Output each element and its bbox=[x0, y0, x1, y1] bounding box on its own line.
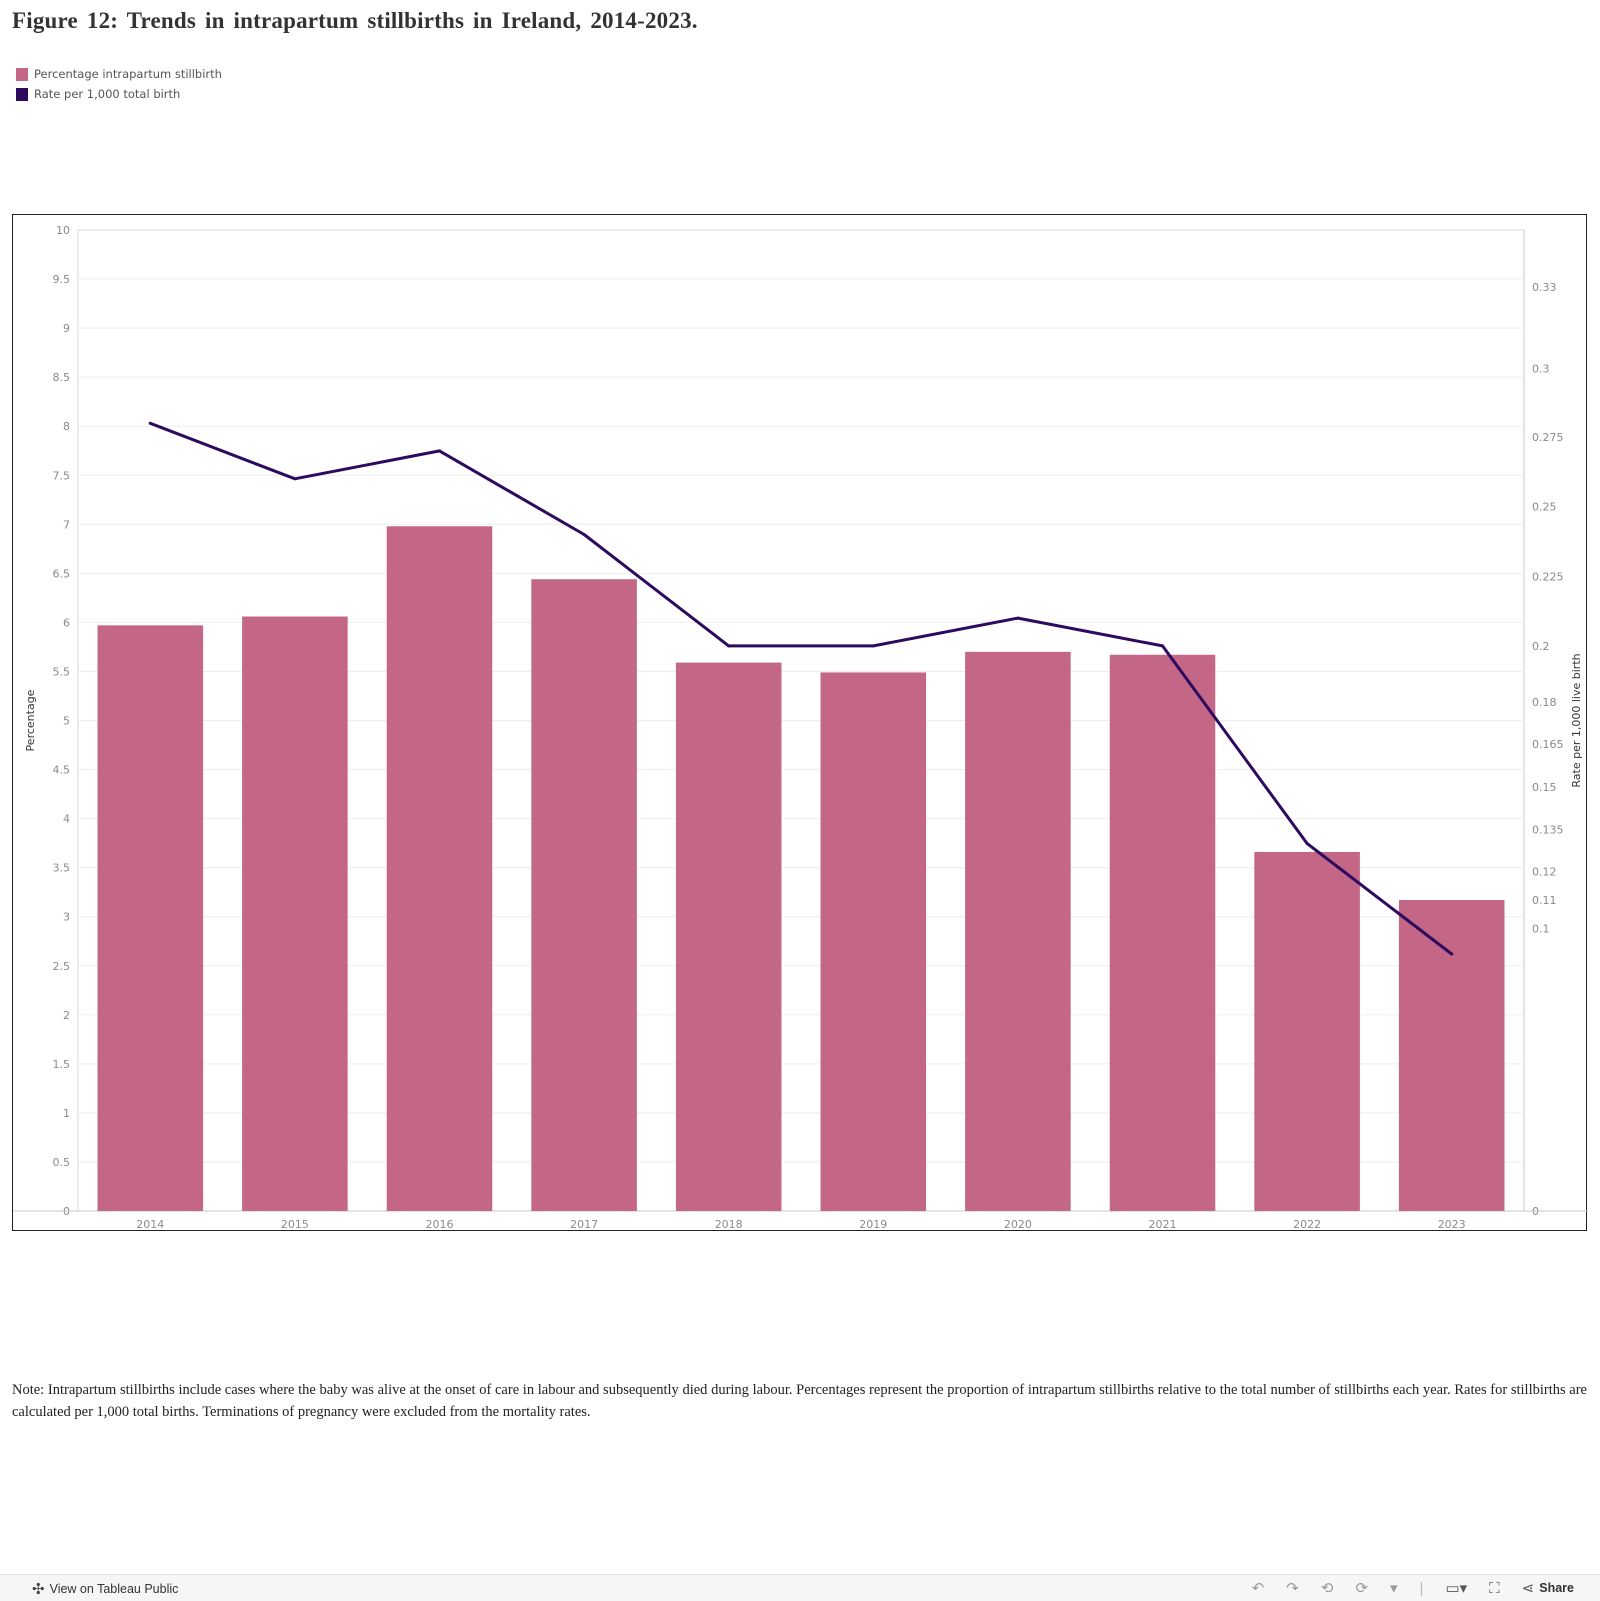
y-tick-label: 5 bbox=[63, 715, 70, 728]
legend-swatch-percentage bbox=[16, 67, 28, 81]
x-tick-label: 2014 bbox=[136, 1218, 164, 1231]
y-tick-label: 10 bbox=[56, 224, 70, 237]
y-tick-label: 3 bbox=[63, 911, 70, 924]
bar-2019 bbox=[820, 672, 927, 1211]
bar-2015 bbox=[242, 616, 348, 1211]
y-tick-label: 9.5 bbox=[53, 273, 71, 286]
y2-tick-label: 0.12 bbox=[1532, 866, 1557, 879]
y-tick-label: 4.5 bbox=[53, 764, 71, 777]
y2-tick-label: 0.33 bbox=[1532, 281, 1557, 294]
rate-point-2016 bbox=[438, 449, 441, 453]
x-tick-label: 2020 bbox=[1004, 1218, 1032, 1231]
chart-svg: 00.511.522.533.544.555.566.577.588.599.5… bbox=[13, 224, 1588, 1231]
y-tick-label: 3.5 bbox=[53, 862, 71, 875]
revert-icon[interactable]: ⟲ bbox=[1320, 1580, 1334, 1597]
toolbar-divider: | bbox=[1419, 1579, 1424, 1597]
y2-tick-label: 0.18 bbox=[1532, 696, 1557, 709]
rate-point-2015 bbox=[293, 477, 297, 481]
rate-line bbox=[148, 421, 1454, 956]
y-tick-label: 7 bbox=[63, 518, 70, 531]
y2-tick-label: 0.3 bbox=[1532, 362, 1550, 375]
rate-point-2018 bbox=[727, 644, 731, 648]
y-tick-label: 9 bbox=[63, 322, 70, 335]
rate-point-2022 bbox=[1305, 841, 1309, 845]
y2-axis-title: Rate per 1,000 live birth bbox=[1570, 653, 1583, 787]
y-tick-label: 1.5 bbox=[53, 1058, 71, 1071]
redo-icon[interactable]: ↷ bbox=[1286, 1580, 1299, 1597]
legend-label-rate: Rate per 1,000 total birth bbox=[34, 87, 181, 101]
y2-tick-label: 0.25 bbox=[1532, 501, 1557, 514]
bar-2018 bbox=[675, 662, 782, 1211]
y-tick-label: 0.5 bbox=[53, 1156, 71, 1169]
rate-point-2020 bbox=[1016, 616, 1020, 620]
share-icon: ⋖ bbox=[1521, 1580, 1535, 1597]
y2-tick-label: 0.165 bbox=[1532, 738, 1564, 751]
x-tick-label: 2016 bbox=[426, 1218, 454, 1231]
y-tick-label: 6.5 bbox=[53, 567, 71, 580]
rate-point-2023 bbox=[1450, 952, 1454, 956]
y2-tick-label: 0.11 bbox=[1532, 894, 1557, 907]
x-tick-label: 2023 bbox=[1438, 1218, 1466, 1231]
tableau-footer: ✣ View on Tableau Public ↶ ↷ ⟲ ⟳ ▾ | ▭▾ … bbox=[0, 1574, 1600, 1601]
share-label: Share bbox=[1539, 1581, 1574, 1595]
y-tick-label: 2 bbox=[63, 1009, 70, 1022]
tableau-logo-icon: ✣ bbox=[32, 1581, 45, 1598]
y-tick-label: 2.5 bbox=[53, 960, 71, 973]
rate-point-2014 bbox=[148, 421, 152, 425]
legend-item-rate[interactable]: Rate per 1,000 total birth bbox=[16, 84, 222, 104]
y-tick-label: 6 bbox=[63, 616, 70, 629]
bar-2023 bbox=[1398, 900, 1505, 1211]
y-tick-label: 5.5 bbox=[53, 665, 71, 678]
legend-label-percentage: Percentage intrapartum stillbirth bbox=[34, 67, 222, 81]
y-tick-label: 8 bbox=[63, 420, 70, 433]
y-tick-label: 1 bbox=[63, 1107, 70, 1120]
share-button[interactable]: ⋖ Share bbox=[1522, 1579, 1574, 1597]
rate-point-2021 bbox=[1161, 644, 1164, 648]
chart-note: Note: Intrapartum stillbirths include ca… bbox=[12, 1382, 1587, 1420]
toolbar: ↶ ↷ ⟲ ⟳ ▾ | ▭▾ ⛶ ⋖ Share bbox=[1230, 1579, 1574, 1598]
x-tick-label: 2019 bbox=[859, 1218, 887, 1231]
bar-2016 bbox=[386, 526, 493, 1211]
y-tick-label: 7.5 bbox=[53, 469, 71, 482]
x-tick-label: 2018 bbox=[715, 1218, 743, 1231]
legend-swatch-rate bbox=[16, 87, 28, 101]
bar-2022 bbox=[1254, 851, 1360, 1211]
x-tick-label: 2017 bbox=[570, 1218, 598, 1231]
y-tick-label: 8.5 bbox=[53, 371, 71, 384]
y2-tick-label: 0.275 bbox=[1532, 431, 1564, 444]
x-tick-label: 2021 bbox=[1149, 1218, 1177, 1231]
y2-tick-label: 0.225 bbox=[1532, 570, 1564, 583]
bar-2021 bbox=[1109, 654, 1216, 1211]
chart-frame: 00.511.522.533.544.555.566.577.588.599.5… bbox=[12, 214, 1588, 1231]
y2-tick-label: 0.1 bbox=[1532, 922, 1550, 935]
x-tick-label: 2022 bbox=[1293, 1218, 1321, 1231]
x-tick-label: 2015 bbox=[281, 1218, 309, 1231]
rate-point-2019 bbox=[871, 644, 875, 648]
y2-tick-label: 0.2 bbox=[1532, 640, 1550, 653]
fullscreen-icon[interactable]: ⛶ bbox=[1489, 1579, 1500, 1597]
bar-2020 bbox=[965, 651, 1071, 1211]
legend-item-percentage[interactable]: Percentage intrapartum stillbirth bbox=[16, 64, 222, 84]
view-on-tableau-label: View on Tableau Public bbox=[49, 1582, 179, 1596]
y2-tick-label: 0.135 bbox=[1532, 823, 1564, 836]
chart-title: Figure 12: Trends in intrapartum stillbi… bbox=[12, 8, 698, 33]
y-axis-title: Percentage bbox=[24, 689, 37, 751]
view-on-tableau-link[interactable]: ✣ View on Tableau Public bbox=[32, 1580, 178, 1598]
bar-2014 bbox=[97, 625, 204, 1211]
rate-point-2017 bbox=[582, 533, 586, 537]
refresh-icon[interactable]: ⟳ bbox=[1355, 1580, 1369, 1597]
y2-tick-label: 0.15 bbox=[1532, 781, 1557, 794]
bar-2017 bbox=[531, 579, 637, 1211]
legend: Percentage intrapartum stillbirth Rate p… bbox=[16, 64, 222, 104]
undo-icon[interactable]: ↶ bbox=[1251, 1580, 1265, 1597]
y-tick-label: 4 bbox=[63, 813, 70, 826]
comment-download-icon[interactable]: ▭▾ bbox=[1445, 1580, 1468, 1597]
pause-dropdown-icon[interactable]: ▾ bbox=[1390, 1580, 1398, 1597]
